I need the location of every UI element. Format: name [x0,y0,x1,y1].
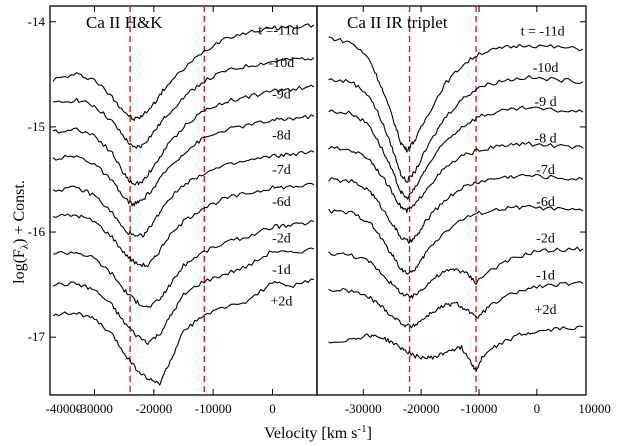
y-tick-label: -17 [28,329,46,344]
spectrum-line [52,84,315,186]
spectrum-line [328,325,584,372]
epoch-label: +2d [535,303,557,318]
x-axis-label: Velocity [km s-1] [264,423,372,442]
spectrum-line [328,75,584,183]
spectrum-line [52,182,315,268]
epoch-label: -9d [272,88,291,103]
x-tick-label: -10000 [461,401,498,416]
epoch-label: -6d [272,195,291,210]
spectrum-line [328,173,584,244]
spectrum-line [328,105,584,200]
x-tick-label: 0 [269,401,276,416]
panel-title: Ca II IR triplet [347,13,448,32]
x-tick-label: -20000 [403,401,440,416]
y-axis-label: log(Fλ) + Const. [11,180,31,284]
y-axis: -14 -15 -16 -17 [28,14,586,344]
spectrum-line [328,204,584,275]
x-tick-label: -40000 [46,401,83,416]
epoch-label: t =-11d [258,23,298,38]
spectrum-line [52,150,315,238]
x-tick-label: -30000 [345,401,382,416]
x-tick-label: 0 [534,401,541,416]
spectrum-line [328,36,584,153]
x-tick-label: 10000 [578,401,611,416]
y-tick-label: -15 [28,119,45,134]
spectrum-line [52,247,315,345]
spectrum-line [52,57,315,149]
epoch-label: -1d [536,268,555,283]
y-tick-label: -16 [28,224,46,239]
panel-ca-ii-hk: -40000-30000 -20000 -10000 0 t =-11d -10d -9d -… [46,5,318,416]
y-tick-label: -14 [28,14,46,29]
epoch-label: -10d [533,61,559,76]
epoch-label: -7d [536,163,555,178]
epoch-label: -8d [272,129,291,144]
epoch-label: -2d [536,232,555,247]
panel-ca-ii-ir-triplet: -30000 -20000 -10000 0 10000 t = -11d -10d -9 d… [316,5,611,416]
x-tick-label: -20000 [135,401,172,416]
spectrum-line [52,220,315,308]
panel-title: Ca II H&K [86,13,163,32]
epoch-label: t = -11d [521,24,565,39]
epoch-label: -6d [536,195,555,210]
epoch-label: -10d [269,56,295,71]
spectrum-line [52,278,315,386]
spectrum-line [328,281,584,329]
epoch-label: -1d [272,263,291,278]
epoch-label: -2d [272,232,291,247]
x-tick-label: -10000 [195,401,232,416]
spectrum-line [52,23,315,121]
epoch-label: -7d [272,163,291,178]
epoch-label: -8 d [534,132,556,147]
epoch-label: -9 d [534,95,556,110]
epoch-label: +2d [270,295,292,310]
spectrum-line [328,141,584,214]
x-tick-label: -30000 [76,401,113,416]
panel-frame [316,5,587,396]
spectrum-line [328,246,584,299]
spectrum-line [52,114,315,207]
